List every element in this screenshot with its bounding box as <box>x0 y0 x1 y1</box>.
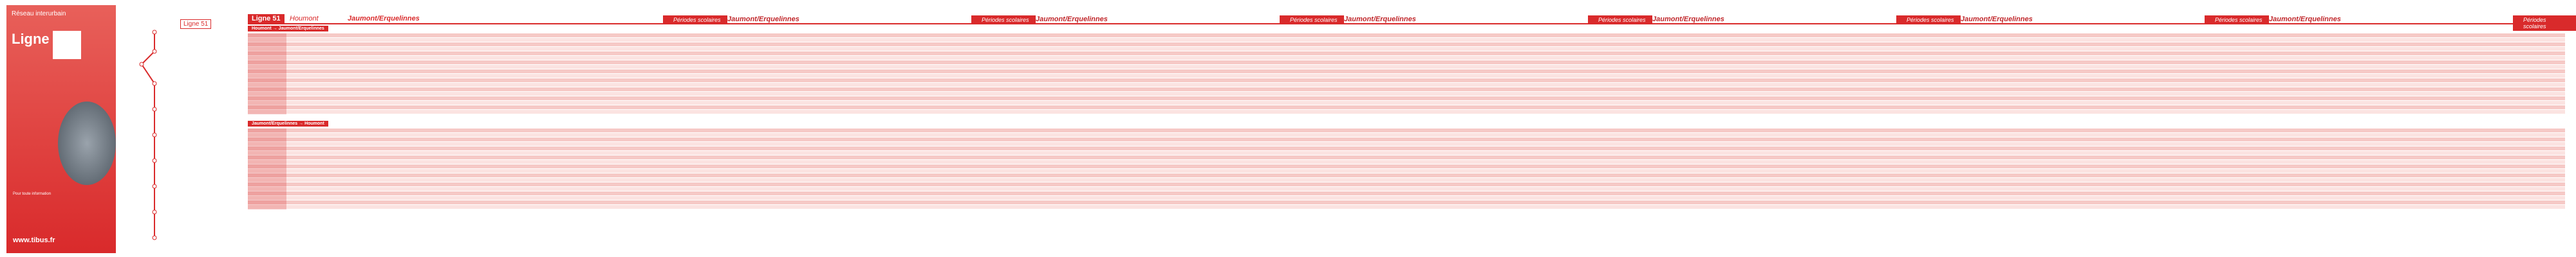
table-row <box>248 146 2565 150</box>
period-tab: Périodes scolaires <box>971 15 1036 24</box>
table-row <box>248 151 2565 155</box>
table-row <box>248 47 2565 51</box>
table-row <box>248 160 2565 164</box>
table-row <box>248 142 2565 146</box>
table-row <box>248 155 2565 159</box>
table-row <box>248 51 2565 55</box>
table-row <box>248 74 2565 78</box>
table-row <box>248 105 2565 109</box>
direction-label: Jaumont/Erquelinnes <box>1036 15 1108 23</box>
table-row <box>248 128 2565 132</box>
table-row <box>248 42 2565 46</box>
qr-code[interactable] <box>53 31 81 59</box>
table-row <box>248 133 2565 137</box>
table-row <box>248 200 2565 204</box>
direction-label: Jaumont/Erquelinnes <box>2269 15 2341 23</box>
table-row <box>248 164 2565 168</box>
header-origin: Houmont <box>290 15 319 22</box>
table-row <box>248 101 2565 105</box>
route-title: Ligne 51 <box>180 19 212 29</box>
timetable-grid <box>248 33 2565 209</box>
period-tab: Périodes scolaires <box>1896 15 1961 24</box>
direction-label: Jaumont/Erquelinnes <box>1961 15 2033 23</box>
direction-label: Jaumont/Erquelinnes <box>1652 15 1724 23</box>
table-row <box>248 128 286 209</box>
table-row <box>248 169 2565 173</box>
cover-info: Pour toute information <box>13 192 51 196</box>
table-row <box>248 69 2565 73</box>
bus-photo <box>58 102 116 185</box>
table-row <box>248 60 2565 64</box>
table-title: Jaumont/Erquelinnes → Houmont <box>248 121 328 127</box>
table-row <box>248 87 2565 91</box>
table-row <box>248 187 2565 191</box>
table-row <box>248 110 2565 114</box>
period-tab: Périodes scolaires <box>2513 15 2576 31</box>
cover-panel: Réseau interurbain Ligne 51 Pour toute i… <box>6 5 116 253</box>
period-tab: Périodes scolaires <box>1280 15 1344 24</box>
direction-label: Jaumont/Erquelinnes <box>1344 15 1416 23</box>
cover-website[interactable]: www.tibus.fr <box>13 236 55 244</box>
table-row <box>248 96 2565 100</box>
header-line: Ligne 51 <box>248 14 285 23</box>
table-row <box>248 182 2565 186</box>
table-row <box>248 38 2565 42</box>
table-row <box>248 65 2565 69</box>
header-destination: Jaumont/Erquelinnes <box>348 15 420 22</box>
period-tab: Périodes scolaires <box>2205 15 2269 24</box>
header-rule <box>248 14 2565 24</box>
direction-label: Jaumont/Erquelinnes <box>727 15 799 23</box>
route-diagram <box>139 30 157 240</box>
table-row <box>248 178 2565 182</box>
table-row <box>248 78 2565 82</box>
table-row <box>248 173 2565 177</box>
period-tab: Périodes scolaires <box>1588 15 1652 24</box>
table-row <box>248 92 2565 96</box>
table-title: Houmont → Jaumont/Erquelinnes <box>248 26 328 31</box>
table-row <box>248 83 2565 87</box>
table-row <box>248 205 2565 209</box>
cover-subtitle: Réseau interurbain <box>12 10 66 17</box>
table-row <box>248 33 2565 37</box>
table-row <box>248 137 2565 141</box>
table-row <box>248 56 2565 60</box>
table-row <box>248 191 2565 195</box>
table-row <box>248 33 286 114</box>
period-tab: Périodes scolaires <box>663 15 727 24</box>
table-row <box>248 196 2565 200</box>
